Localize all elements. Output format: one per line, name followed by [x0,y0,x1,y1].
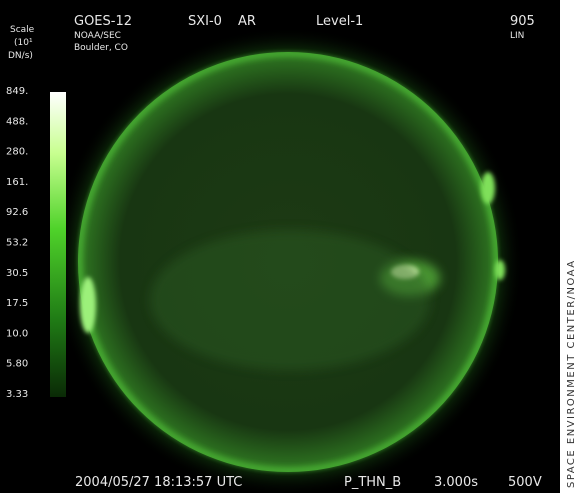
solar-image: Scale (10¹ DN/s) GOES-12 NOAA/SEC Boulde… [0,0,578,493]
scale-title: (10¹ [14,38,33,48]
scale-label: 161. [6,177,28,188]
filter: P_THN_B [344,475,401,490]
scale-label: 488. [6,116,28,127]
instrument: SXI-0 [188,14,222,29]
credit: SPACE ENVIRONMENT CENTER/NOAA [566,259,577,488]
color-scale-bar [50,92,66,397]
voltage: 500V [508,475,542,490]
agency: NOAA/SEC [74,31,121,41]
level: Level-1 [316,14,363,29]
limb-brightening [80,277,96,333]
scale-title: Scale [10,25,35,35]
scale-label: 17.5 [6,298,28,309]
location: Boulder, CO [74,43,128,53]
scale-label: 30.5 [6,268,28,279]
timestamp: 2004/05/27 18:13:57 UTC [75,475,242,490]
scale-label: 5.80 [6,359,28,370]
diffuse-emission [150,230,430,370]
code: 905 [510,14,535,29]
exposure: 3.000s [434,475,478,490]
target: AR [238,14,256,29]
scale-label: 3.33 [6,389,28,400]
scale-label: 10.0 [6,328,28,339]
scale-title: DN/s) [8,51,33,61]
scale-label: 849. [6,86,28,97]
limb-brightening [495,260,505,280]
scale-label: 280. [6,147,28,158]
limb-brightening [481,172,495,204]
mode: LIN [510,31,524,41]
scale-label: 53.2 [6,238,28,249]
satellite: GOES-12 [74,14,132,29]
scale-label: 92.6 [6,207,28,218]
